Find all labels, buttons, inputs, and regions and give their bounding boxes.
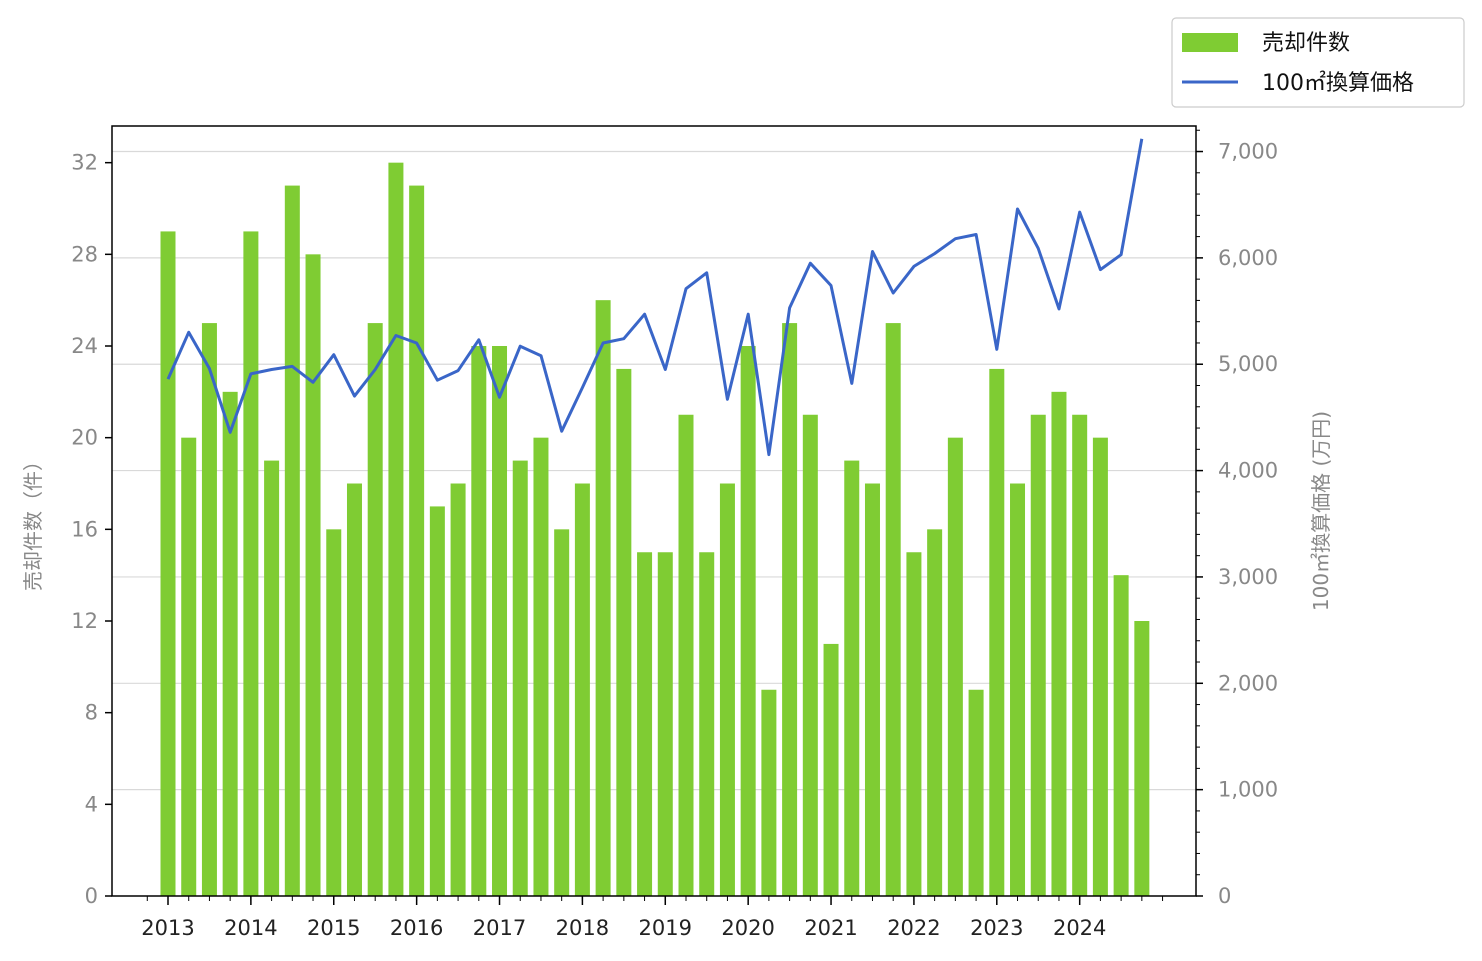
left-tick-label: 20 (71, 426, 98, 450)
bar (1092, 437, 1108, 896)
x-tick-label: 2015 (307, 916, 360, 940)
x-tick-label: 2016 (390, 916, 443, 940)
plot-frame (111, 125, 1197, 897)
bar (968, 689, 984, 896)
right-tick-label: 1,000 (1218, 778, 1278, 802)
left-tick-label: 16 (71, 517, 98, 541)
left-axis-title: 売却件数（件） (21, 451, 45, 591)
x-tick-label: 2023 (970, 916, 1023, 940)
right-tick-label: 5,000 (1218, 352, 1278, 376)
bar (492, 346, 508, 896)
bar (181, 437, 197, 896)
bar (512, 460, 528, 896)
x-tick-label: 2014 (224, 916, 277, 940)
bar (346, 483, 362, 896)
bar (222, 391, 238, 896)
bar (595, 300, 611, 897)
bar-series (160, 162, 1150, 897)
left-axis: 0 4 8 12 16 20 24 28 32 (71, 151, 112, 908)
left-tick-label: 28 (71, 242, 98, 266)
bar (284, 185, 300, 897)
bar (388, 162, 404, 896)
x-tick-label: 2013 (141, 916, 194, 940)
left-tick-label: 12 (71, 609, 98, 633)
right-tick-label: 3,000 (1218, 565, 1278, 589)
bar (574, 483, 590, 896)
bar (1051, 391, 1067, 896)
bar (927, 529, 943, 896)
legend-box (1171, 17, 1465, 108)
bar (1030, 414, 1046, 896)
x-tick-label: 2022 (887, 916, 940, 940)
bar (1010, 483, 1026, 896)
bar (616, 368, 632, 897)
bar (864, 483, 880, 896)
right-axis: 0 1,000 2,000 3,000 4,000 5,000 6,000 7,000 (1196, 129, 1278, 908)
left-tick-label: 8 (85, 701, 98, 725)
right-tick-label: 0 (1218, 884, 1231, 908)
left-tick-label: 32 (71, 151, 98, 175)
left-tick-label: 0 (85, 884, 98, 908)
left-tick-label: 24 (71, 334, 98, 358)
right-tick-label: 6,000 (1218, 246, 1278, 270)
bar (160, 231, 176, 896)
bar (243, 231, 259, 896)
right-axis-title: 100㎡換算価格 (万円) (1309, 411, 1333, 611)
bar (637, 552, 653, 896)
x-tick-label: 2017 (473, 916, 526, 940)
bar (201, 323, 217, 896)
bar (554, 529, 570, 896)
legend-line-label: 100㎡換算価格 (1262, 70, 1414, 96)
x-tick-label: 2019 (639, 916, 692, 940)
price-line (166, 138, 1144, 457)
bar (761, 689, 777, 896)
bar (802, 414, 818, 896)
left-tick-label: 4 (85, 792, 98, 816)
bar (305, 254, 321, 897)
bar (264, 460, 280, 896)
bar (326, 529, 342, 896)
bar (782, 323, 798, 896)
legend-bar-swatch (1182, 33, 1238, 52)
bar (823, 643, 839, 896)
bar (885, 323, 901, 896)
right-tick-label: 4,000 (1218, 459, 1278, 483)
x-tick-label: 2018 (556, 916, 609, 940)
line-series (166, 138, 1144, 457)
bar (657, 552, 673, 896)
bar (906, 552, 922, 896)
legend-bar-label: 売却件数 (1262, 31, 1350, 56)
bar (947, 437, 963, 896)
bar (1134, 621, 1150, 896)
bar (844, 460, 860, 896)
bar (409, 185, 425, 897)
bar (989, 368, 1005, 897)
right-tick-label: 7,000 (1218, 140, 1278, 164)
bar (1113, 575, 1129, 896)
bar (471, 346, 487, 896)
bar (1072, 414, 1088, 896)
bar (533, 437, 549, 896)
bar (429, 506, 445, 896)
bar (699, 552, 715, 896)
legend: 売却件数 100㎡換算価格 (1171, 17, 1465, 108)
x-tick-label: 2021 (804, 916, 857, 940)
right-tick-label: 2,000 (1218, 671, 1278, 695)
x-tick-label: 2024 (1053, 916, 1106, 940)
bar (450, 483, 466, 896)
bar (740, 346, 756, 896)
bottom-axis: 2013 2014 2015 2016 2017 2018 2019 2020 2021 2022… (141, 896, 1164, 940)
x-tick-label: 2020 (721, 916, 774, 940)
bar (678, 414, 694, 896)
bar (367, 323, 383, 896)
bar (719, 483, 735, 896)
